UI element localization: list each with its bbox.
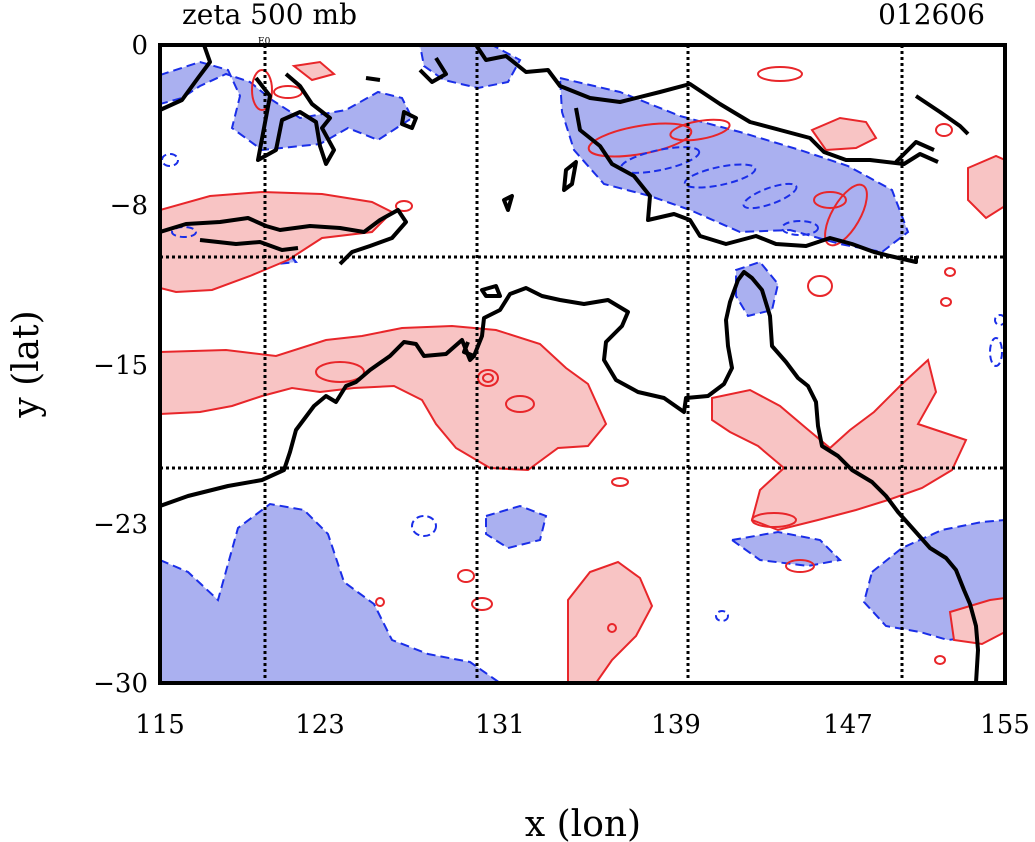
y-tick-label: 0 [131, 31, 148, 61]
x-tick-label: 155 [980, 710, 1030, 740]
x-tick-label: 131 [475, 710, 525, 740]
map-grid [160, 45, 1005, 683]
y-tick-labels: 0 −8 −15 −23 −30 [93, 31, 148, 699]
positive-vorticity-regions [160, 60, 1005, 683]
coast-timor [160, 208, 408, 266]
x-tick-label: 147 [823, 710, 873, 740]
map-frame [158, 43, 1007, 685]
coast-island-a [400, 110, 418, 130]
coast-png-north [474, 45, 939, 166]
coast-maluku [418, 56, 448, 84]
coast-gulf-inset [480, 284, 502, 298]
x-tick-label: 123 [295, 710, 345, 740]
coast-island-dot [502, 194, 514, 212]
y-tick-label: −30 [93, 669, 148, 699]
neg-region-mid [485, 504, 548, 550]
positive-vorticity-contours [251, 66, 956, 665]
x-tick-labels: 115 123 131 139 147 155 [135, 710, 1030, 740]
coast-australia-north [160, 270, 980, 683]
y-tick-label: −15 [93, 351, 148, 381]
pos-region-central [160, 324, 608, 472]
coast-nt-north [462, 341, 475, 358]
pos-region-east-belt [711, 358, 968, 532]
neg-region-sw [160, 502, 502, 683]
pos-region-nw-small [291, 60, 337, 82]
coast-png-tail [914, 94, 970, 136]
y-tick-label: −8 [110, 191, 148, 221]
x-axis-label: x (lon) [525, 804, 641, 842]
map-title: zeta 500 mb [182, 0, 357, 31]
y-axis-label: y (lat) [6, 310, 47, 418]
neg-region-east [729, 530, 843, 568]
pos-region-se [948, 596, 1005, 646]
coast-sulawesi [254, 72, 336, 166]
negative-vorticity-contours [161, 146, 1005, 622]
neg-region-north [418, 45, 522, 90]
neg-region-nw [160, 60, 414, 152]
coast-island-b [365, 76, 381, 82]
x-tick-label: 115 [135, 710, 185, 740]
coast-borneo [160, 45, 212, 112]
y-tick-label: −23 [93, 510, 148, 540]
map-timestamp: 012606 [878, 0, 985, 31]
pos-region-far-east [967, 154, 1005, 220]
x-tick-label: 139 [651, 710, 701, 740]
pos-region-png [810, 116, 878, 152]
map-plot-area [160, 45, 1005, 683]
coast-island-small [562, 160, 578, 192]
coastlines [160, 45, 980, 683]
pos-region-south-centre [567, 560, 654, 683]
coast-flores [199, 238, 299, 252]
pos-region-west-band [160, 190, 394, 294]
coast-png-south [574, 107, 918, 264]
map-corner-mark: E0 [258, 37, 271, 47]
